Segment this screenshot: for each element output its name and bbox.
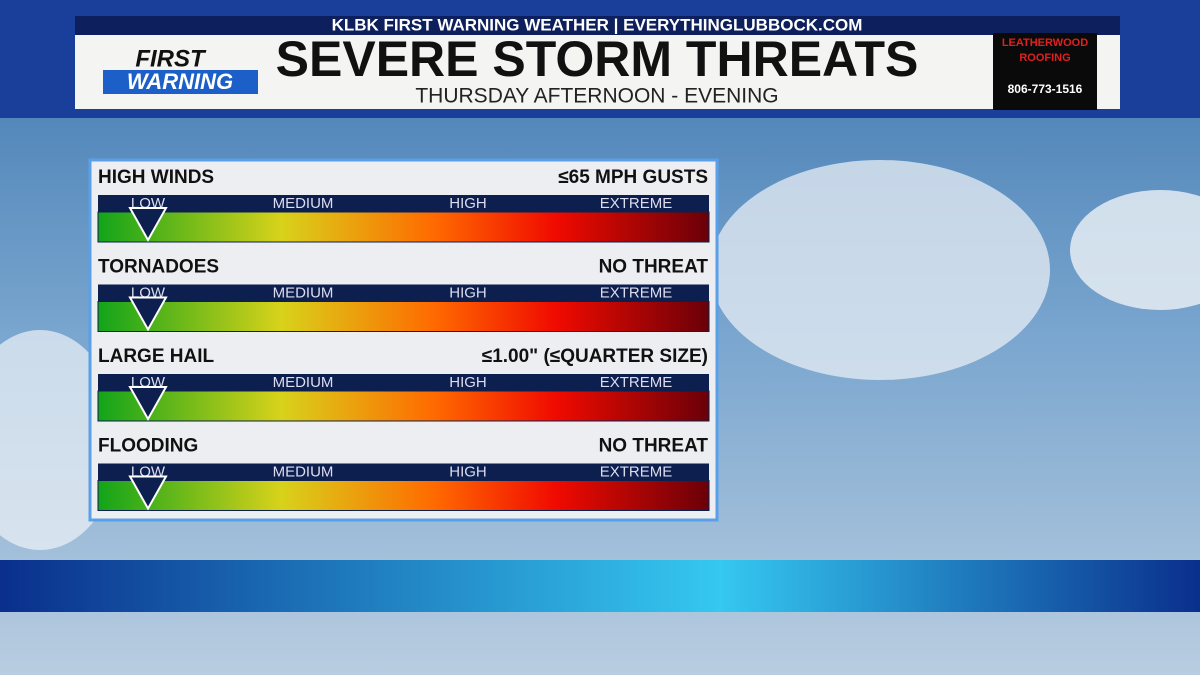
scale-label: HIGH: [449, 463, 487, 480]
scale-strip: [98, 463, 709, 481]
scale-label: MEDIUM: [273, 463, 334, 480]
threat-bar: [97, 301, 710, 332]
scale-label: HIGH: [449, 284, 487, 301]
threat-detail: ≤65 MPH GUSTS: [558, 167, 708, 188]
cloud: [710, 160, 1050, 380]
logo-bottom: WARNING: [127, 69, 233, 94]
scale-strip: [98, 195, 709, 212]
sponsor-phone: 806-773-1516: [1008, 82, 1083, 96]
banner: KLBK FIRST WARNING WEATHER | EVERYTHINGL…: [332, 15, 863, 34]
threat-bar: [97, 480, 710, 511]
scale-label: MEDIUM: [273, 284, 334, 301]
scale-label: EXTREME: [600, 284, 673, 301]
sponsor-box: [993, 33, 1097, 110]
sponsor-name: ROOFING: [1019, 52, 1070, 64]
scale-label: HIGH: [449, 195, 487, 212]
threat-name: LARGE HAIL: [98, 346, 215, 367]
threat-name: HIGH WINDS: [98, 167, 214, 188]
threat-detail: ≤1.00" (≤QUARTER SIZE): [482, 346, 708, 367]
threat-bar: [97, 211, 710, 243]
logo-top: FIRST: [135, 45, 207, 72]
lower-band: [0, 560, 1200, 612]
banner-strip: [75, 16, 1120, 35]
sponsor-name: LEATHERWOOD: [1002, 37, 1088, 49]
scale-label: HIGH: [449, 374, 487, 391]
scale-strip: [98, 374, 709, 391]
scale-label: MEDIUM: [273, 374, 334, 391]
threat-name: TORNADOES: [98, 257, 219, 278]
pointer: [128, 475, 168, 511]
pointer: [128, 386, 168, 422]
scale-label: EXTREME: [600, 195, 673, 212]
scale-label: EXTREME: [600, 374, 673, 391]
scale-strip: [98, 284, 709, 302]
pointer: [128, 296, 168, 332]
scale-label: MEDIUM: [273, 195, 334, 212]
threat-detail: NO THREAT: [599, 257, 709, 278]
threat-detail: NO THREAT: [599, 436, 709, 457]
cloud: [1070, 190, 1200, 310]
scale-label: EXTREME: [600, 463, 673, 480]
logo-box: [103, 70, 258, 94]
subtitle: THURSDAY AFTERNOON - EVENING: [415, 85, 778, 108]
threat-bar: [97, 390, 710, 422]
pointer: [128, 207, 168, 243]
title: SEVERE STORM THREATS: [276, 31, 919, 87]
threat-name: FLOODING: [98, 436, 198, 457]
